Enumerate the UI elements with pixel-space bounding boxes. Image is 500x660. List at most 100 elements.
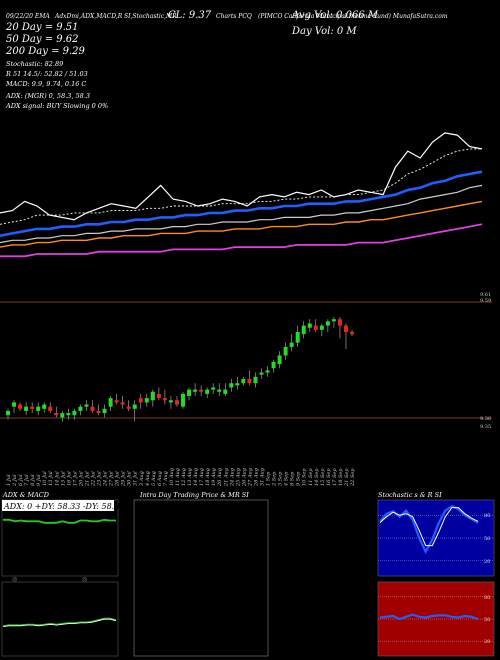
moving-average-lines [0,132,483,258]
date-label: 3 Sep [278,471,284,486]
candle-body [30,406,35,409]
price-axis-label: 9.59 [480,298,491,304]
candle-body [174,400,179,405]
candle-body [307,323,312,328]
date-label: 24 Aug [229,468,235,487]
candle-body [283,346,288,356]
candle-body [6,410,10,416]
candle-body [211,387,216,390]
date-label: 29 Jul [121,471,127,487]
candle-body [319,325,324,330]
avg-vol-label: Avg Vol: 0.066 M [292,10,379,21]
candle-body [295,332,300,343]
date-label: 28 Aug [253,468,259,487]
date-label: 6 Aug [157,471,163,486]
candle-body [114,400,119,403]
macd-signal-line [2,617,117,627]
candle-body [247,378,252,384]
header-stochastic: SI,Stochastic,MR [124,13,177,20]
stochastic-lines [379,504,479,555]
adx-series-line [3,518,116,524]
candle-body [241,378,246,384]
candle-body [193,389,198,392]
date-label: 14 Jul [54,471,60,486]
ema200-label: 200 Day = 9.29 [6,46,85,57]
price-axis-label: 9.61 [480,292,491,298]
date-label: 15 Sep [320,468,326,486]
candle-body [150,391,155,401]
candle-body [235,383,240,386]
panel-tick-label: 80 [484,513,490,519]
candle-body [289,342,294,347]
candle-body [54,413,59,416]
panel-series-0 [379,613,479,621]
adx-label: ADX: (MGR) 0, 58.3, 58.3 [6,92,91,100]
intraday-panel-title: Intra Day Trading Price & MR SI [140,491,249,499]
date-label: 5 Aug [151,471,157,486]
date-label: 6 Jul [18,474,24,486]
candle-body [90,406,95,411]
date-label: 11 Sep [308,468,314,486]
candle-body [102,408,107,414]
date-label: 16 Sep [326,468,332,486]
candle-body [217,389,222,392]
adx-panel-label: ADX: 0 +DY: 58.33 -DY: 58.33 [3,502,124,511]
ma-line-1 [0,148,482,225]
date-label: 25 Aug [235,468,241,487]
adx-marker-1: ◎ [12,576,17,583]
date-label: 27 Aug [247,468,253,487]
macd-line [2,618,117,627]
macd-panel-frame [1,581,119,657]
date-label: 31 Jul [133,471,139,486]
ema20-label: 20 Day = 9.51 [6,22,79,33]
candle-body [138,398,143,403]
candle-body [72,410,77,416]
header-date-ema: 09/22/20 EMA [6,13,50,20]
date-label: 21 Sep [344,468,350,487]
stochastic-panel-title: Stochastic s & R SI [378,491,442,499]
date-label: 30 Jul [127,471,133,486]
chart-label: Charts PCQ [216,13,252,20]
date-label: 4 Sep [284,471,290,487]
date-label: 1 Jul [6,474,12,486]
date-label: 8 Jul [30,474,36,486]
panel-tick-label: 50 [484,536,490,542]
date-label: 13 Aug [187,468,193,486]
price-axis-labels: 9.619.59 9.36 9.35 [480,292,491,430]
candle-body [325,321,330,326]
close-label: CL: 9.37 [168,10,212,21]
date-label: 9 Jul [36,474,42,486]
candle-body [108,398,113,407]
date-label: 11 Aug [175,468,181,486]
date-label: 8 Sep [290,471,296,486]
ma-line-2 [0,170,483,237]
panel-tick-label: 20 [484,559,490,565]
ma-line-5 [0,223,483,258]
date-label: 23 Jul [97,471,103,487]
adx-panel-title: ADX & MACD [3,491,49,499]
candle-body [331,319,336,322]
candle-body [156,393,161,399]
date-label: 27 Jul [109,471,115,487]
candle-body [265,370,270,373]
date-label: 31 Aug [259,468,265,486]
date-label: 21 Aug [223,468,229,487]
adx-marker-2: ◎ [82,576,87,583]
date-label: 10 Aug [169,468,175,486]
candle-body [84,404,89,407]
macd-lines [2,617,117,627]
candle-body [350,332,354,335]
date-label: 20 Aug [217,468,223,487]
si-lines [379,613,479,621]
candle-body [78,406,83,411]
date-label: 28 Jul [115,471,121,487]
candle-body [271,361,276,369]
r-label: R 51 14.5/: 52.82 / 51.03 [6,70,88,78]
ma-line-0 [0,132,483,221]
candle-body [66,413,71,416]
candle-body [187,389,192,396]
date-label: 16 Jul [66,471,72,486]
header-indicators: AdxDmi,ADX,MACD,R [55,13,123,20]
date-label: 20 Jul [78,471,84,487]
